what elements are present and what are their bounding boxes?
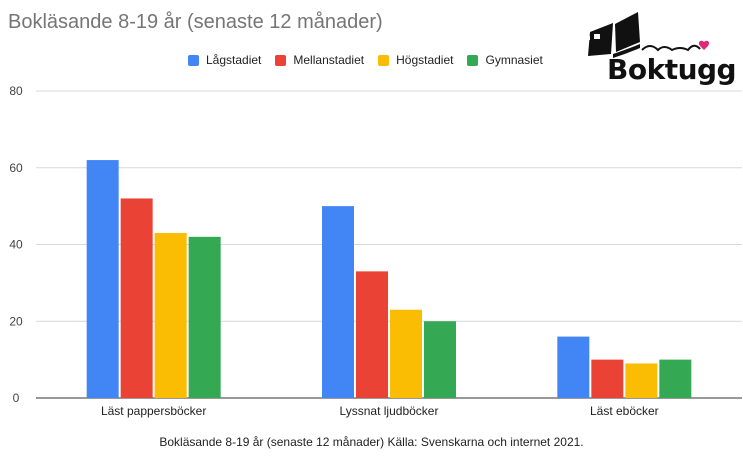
x-tick-label: Läst eböcker <box>590 404 659 418</box>
legend-item: Lågstadiet <box>188 53 261 67</box>
legend-swatch <box>188 54 199 66</box>
y-tick-label: 60 <box>9 161 23 175</box>
legend-label: Gymnasiet <box>485 53 543 67</box>
chart-caption: Bokläsande 8-19 år (senaste 12 månader) … <box>159 435 584 449</box>
bar <box>591 359 624 398</box>
legend-label: Högstadiet <box>396 53 454 67</box>
bar <box>322 206 354 398</box>
bar <box>390 309 422 398</box>
bar <box>625 363 658 398</box>
x-tick-label: Lyssnat ljudböcker <box>340 404 439 418</box>
bar <box>188 236 221 398</box>
bar <box>659 359 692 398</box>
boktugg-logo: Boktugg <box>580 12 737 90</box>
legend-label: Lågstadiet <box>206 53 262 67</box>
legend-swatch <box>378 54 390 66</box>
legend-swatch <box>467 54 479 66</box>
book-icon <box>586 12 710 58</box>
x-tick-label: Läst pappersböcker <box>101 404 206 418</box>
legend-label: Mellanstadiet <box>293 53 365 67</box>
chart-legend: Lågstadiet Mellanstadiet Högstadiet Gymnasi… <box>188 53 543 67</box>
bar <box>154 232 187 398</box>
legend-item: Mellanstadiet <box>275 53 364 67</box>
bar <box>120 198 153 398</box>
y-tick-label: 0 <box>13 391 20 405</box>
legend-item: Gymnasiet <box>467 53 543 67</box>
bar <box>557 336 590 398</box>
bar <box>86 160 119 398</box>
y-tick-label: 80 <box>9 84 23 98</box>
legend-swatch <box>275 54 287 66</box>
heart-icon <box>698 40 710 50</box>
legend-item: Högstadiet <box>378 53 453 67</box>
bar <box>424 321 456 398</box>
bar <box>356 271 388 398</box>
chart-title: Bokläsande 8-19 år (senaste 12 månader) <box>8 11 383 33</box>
logo-text: Boktugg <box>607 53 737 86</box>
y-tick-label: 40 <box>9 238 23 252</box>
y-tick-label: 20 <box>9 314 23 328</box>
